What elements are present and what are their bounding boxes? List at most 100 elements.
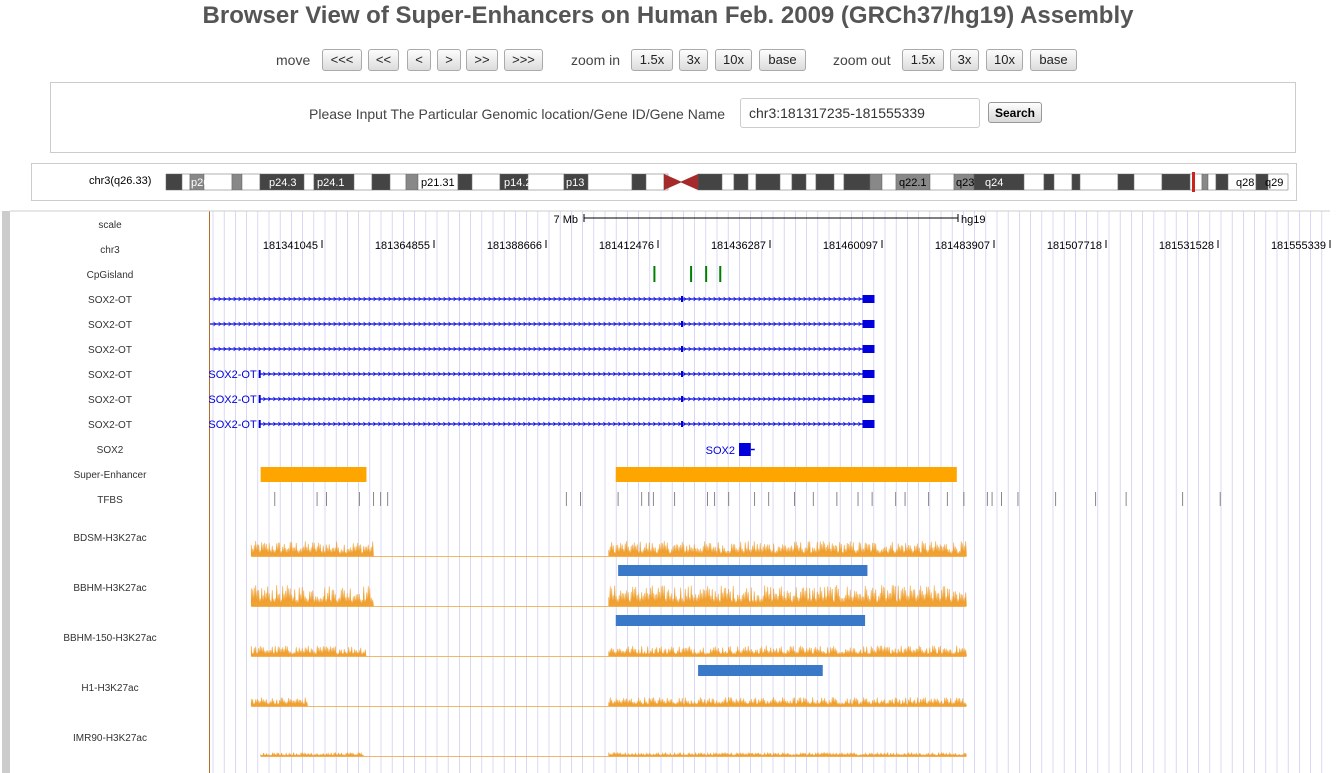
strand-arrow — [593, 321, 597, 327]
move-far-right-button[interactable]: >>> — [504, 49, 543, 71]
strand-arrow — [563, 321, 567, 327]
strand-arrow — [763, 421, 767, 427]
strand-arrow — [568, 371, 572, 377]
strand-arrow — [783, 321, 787, 327]
strand-arrow — [348, 396, 352, 402]
strand-arrow — [423, 421, 427, 427]
strand-arrow — [398, 296, 402, 302]
strand-arrow — [488, 346, 492, 352]
strand-arrow — [343, 296, 347, 302]
strand-arrow — [578, 396, 582, 402]
strand-arrow — [798, 296, 802, 302]
strand-arrow — [578, 371, 582, 377]
strand-arrow — [318, 421, 322, 427]
strand-arrow — [483, 421, 487, 427]
strand-arrow — [263, 296, 267, 302]
zoom-out-1.5x-button[interactable]: 1.5x — [902, 49, 944, 71]
strand-arrow — [428, 321, 432, 327]
strand-arrow — [623, 346, 627, 352]
strand-arrow — [328, 421, 332, 427]
strand-arrow — [553, 421, 557, 427]
strand-arrow — [693, 321, 697, 327]
strand-arrow — [333, 321, 337, 327]
strand-arrow — [618, 346, 622, 352]
strand-arrow — [743, 346, 747, 352]
strand-arrow — [273, 321, 277, 327]
strand-arrow — [248, 321, 252, 327]
strand-arrow — [388, 421, 392, 427]
move-far-left-button[interactable]: <<< — [322, 49, 362, 71]
strand-arrow — [788, 396, 792, 402]
strand-arrow — [858, 321, 862, 327]
strand-arrow — [723, 371, 727, 377]
strand-arrow — [513, 371, 517, 377]
strand-arrow — [333, 421, 337, 427]
strand-arrow — [838, 346, 842, 352]
strand-arrow — [333, 396, 337, 402]
strand-arrow — [443, 421, 447, 427]
strand-arrow — [373, 346, 377, 352]
signal-track-coverage — [608, 751, 967, 758]
strand-arrow — [368, 421, 372, 427]
strand-arrow — [418, 421, 422, 427]
move-right-more-button[interactable]: >> — [466, 49, 498, 71]
strand-arrow — [368, 321, 372, 327]
strand-arrow — [648, 296, 652, 302]
zoom-out-3x-button[interactable]: 3x — [950, 49, 979, 71]
zoom-out-10x-button[interactable]: 10x — [986, 49, 1023, 71]
zoom-out-base-button[interactable]: base — [1030, 49, 1077, 71]
track-label: SOX2-OT — [88, 295, 132, 306]
strand-arrow — [523, 396, 527, 402]
zoom-in-3x-button[interactable]: 3x — [679, 49, 708, 71]
track-drag-bar[interactable] — [2, 211, 10, 773]
strand-arrow — [848, 396, 852, 402]
zoom-in-base-button[interactable]: base — [759, 49, 806, 71]
zoom-in-10x-button[interactable]: 10x — [715, 49, 752, 71]
move-left-more-button[interactable]: << — [368, 49, 399, 71]
strand-arrow — [223, 346, 227, 352]
strand-arrow — [473, 371, 477, 377]
strand-arrow — [478, 396, 482, 402]
strand-arrow — [618, 296, 622, 302]
strand-arrow — [678, 421, 682, 427]
strand-arrow — [413, 421, 417, 427]
signal-track-coverage — [260, 751, 365, 758]
strand-arrow — [708, 346, 712, 352]
strand-arrow — [778, 371, 782, 377]
strand-arrow — [448, 296, 452, 302]
strand-arrow — [668, 346, 672, 352]
strand-arrow — [268, 421, 272, 427]
strand-arrow — [518, 321, 522, 327]
scale-label: 7 Mb — [554, 214, 578, 226]
strand-arrow — [468, 396, 472, 402]
strand-arrow — [548, 321, 552, 327]
search-button[interactable]: Search — [988, 102, 1042, 123]
strand-arrow — [283, 296, 287, 302]
strand-arrow — [853, 346, 857, 352]
strand-arrow — [728, 321, 732, 327]
strand-arrow — [363, 421, 367, 427]
strand-arrow — [308, 371, 312, 377]
strand-arrow — [648, 396, 652, 402]
zoom-in-1.5x-button[interactable]: 1.5x — [631, 49, 673, 71]
strand-arrow — [593, 421, 597, 427]
move-right-button[interactable]: > — [437, 49, 461, 71]
strand-arrow — [478, 346, 482, 352]
search-input[interactable] — [740, 98, 980, 128]
strand-arrow — [318, 371, 322, 377]
strand-arrow — [303, 296, 307, 302]
strand-arrow — [243, 346, 247, 352]
strand-arrow — [608, 346, 612, 352]
strand-arrow — [303, 346, 307, 352]
strand-arrow — [658, 321, 662, 327]
strand-arrow — [858, 346, 862, 352]
strand-arrow — [833, 371, 837, 377]
strand-arrow — [683, 296, 687, 302]
strand-arrow — [568, 321, 572, 327]
strand-arrow — [833, 346, 837, 352]
track-label: SOX2-OT — [88, 370, 132, 381]
strand-arrow — [823, 371, 827, 377]
strand-arrow — [798, 396, 802, 402]
strand-arrow — [328, 346, 332, 352]
move-left-button[interactable]: < — [407, 49, 431, 71]
